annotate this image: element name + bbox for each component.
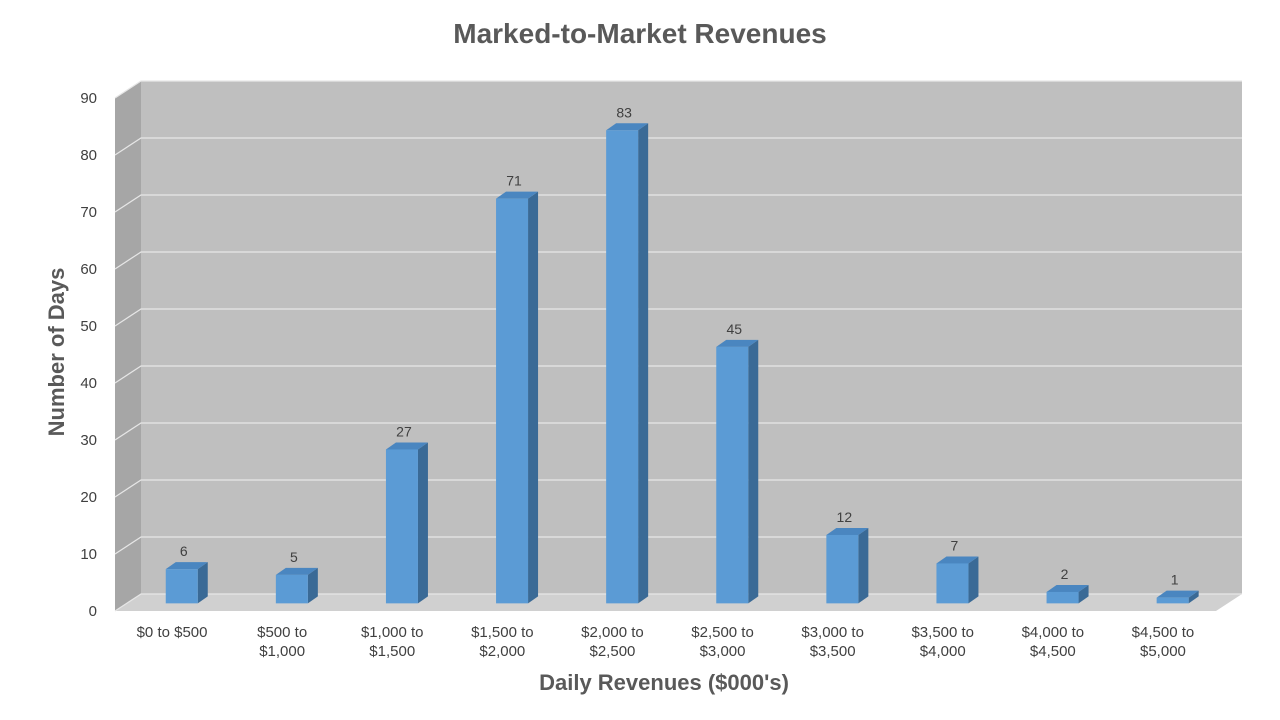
gridline [114, 80, 1242, 99]
bar [1046, 591, 1079, 604]
data-label: 6 [180, 543, 188, 559]
x-tick-label: $4,500 to $5,000 [1132, 624, 1195, 660]
side-wall [115, 81, 141, 611]
bar [165, 569, 198, 604]
bar-top [385, 442, 428, 450]
bar-top [606, 123, 649, 131]
data-label: 7 [951, 537, 959, 553]
x-tick-label: $3,500 to $4,000 [911, 624, 974, 660]
bar-side [748, 339, 759, 604]
x-tick-label: $2,000 to $2,500 [581, 624, 644, 660]
bar-top [826, 527, 869, 535]
bar-side [858, 527, 869, 604]
y-tick-label: 90 [80, 90, 97, 107]
gridline [114, 194, 1242, 213]
bar [716, 346, 749, 604]
gridline [114, 308, 1242, 327]
bar-side [197, 562, 208, 604]
bar [1156, 597, 1189, 604]
back-wall [141, 81, 1242, 594]
data-label: 71 [506, 173, 522, 189]
x-tick-label: $0 to $500 [137, 624, 208, 641]
y-tick-label: 10 [80, 546, 97, 563]
data-label: 12 [837, 509, 853, 525]
y-tick-label: 80 [80, 147, 97, 164]
bar-top [936, 556, 979, 564]
gridline [114, 479, 1242, 498]
x-tick-label: $2,500 to $3,000 [691, 624, 754, 660]
y-tick-label: 60 [80, 261, 97, 278]
bar-side [307, 567, 318, 604]
bar-side [1188, 590, 1199, 604]
x-tick-label: $4,000 to $4,500 [1022, 624, 1085, 660]
bar-top [716, 339, 759, 347]
y-tick-label: 70 [80, 204, 97, 221]
chart-title: Marked-to-Market Revenues [453, 18, 826, 49]
bar-top [165, 562, 208, 570]
bar-side [968, 556, 979, 604]
bar-side [638, 123, 649, 604]
gridline [114, 365, 1242, 384]
bar-top [1046, 584, 1089, 592]
bar [826, 534, 859, 604]
bar-side [1078, 584, 1089, 604]
data-label: 2 [1061, 566, 1069, 582]
x-tick-label: $3,000 to $3,500 [801, 624, 864, 660]
y-tick-label: 0 [89, 603, 97, 620]
y-tick-label: 20 [80, 489, 97, 506]
x-tick-label: $1,000 to $1,500 [361, 624, 424, 660]
data-label: 45 [726, 321, 742, 337]
bar [385, 449, 418, 604]
data-label: 5 [290, 549, 298, 565]
data-label: 1 [1171, 572, 1179, 588]
x-axis-title: Daily Revenues ($000's) [539, 670, 789, 695]
y-axis-title: Number of Days [44, 268, 69, 437]
gridline [114, 251, 1242, 270]
y-tick-label: 50 [80, 318, 97, 335]
bar [936, 563, 969, 604]
gridline [114, 536, 1242, 555]
plot-area: 0 10 20 30 40 50 60 70 80 90 6 $0 to $500 5 $500 to $1… [80, 80, 1242, 660]
x-tick-label: $1,500 to $2,000 [471, 624, 534, 660]
bar [606, 130, 639, 604]
bar-side [417, 442, 428, 604]
gridline [114, 422, 1242, 441]
bar [275, 574, 308, 604]
data-label: 83 [616, 104, 632, 120]
y-tick-label: 30 [80, 432, 97, 449]
bar-top [275, 567, 318, 575]
bar-top [1156, 590, 1199, 598]
x-tick-label: $500 to $1,000 [257, 624, 307, 660]
bar-side [528, 191, 539, 604]
data-label: 27 [396, 423, 412, 439]
y-tick-label: 40 [80, 375, 97, 392]
gridline [114, 593, 1242, 612]
bar-top [496, 191, 539, 199]
gridline [114, 137, 1242, 156]
bar [496, 198, 529, 604]
